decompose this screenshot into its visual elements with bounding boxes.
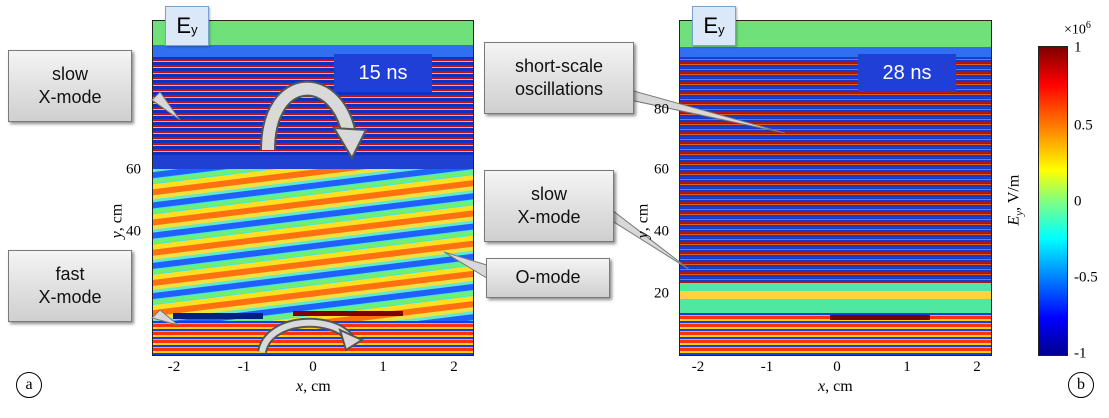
field-map-panel-b: [679, 20, 992, 356]
y-axis-label-b: y, cm: [634, 203, 652, 239]
colorbar-tick: -1: [1074, 345, 1087, 362]
y-tick-b: 80: [654, 101, 669, 118]
colorbar-tick: 0: [1074, 193, 1082, 210]
colorbar-tick: 0.5: [1074, 117, 1093, 134]
colorbar-tick: -0.5: [1074, 269, 1098, 286]
panel-label-a: a: [16, 372, 42, 398]
x-tick-b: 2: [973, 359, 981, 375]
colorbar-tick: 1: [1074, 39, 1082, 56]
colorbar-label: Ey, V/m: [1005, 174, 1026, 226]
x-tick-a: 1: [379, 359, 387, 375]
y-tick-a: 40: [126, 223, 141, 240]
field-map-a-svg: [153, 21, 473, 355]
callout-fast-xmode-a: fast X-mode: [8, 250, 132, 322]
y-axis-label-a: y, cm: [108, 203, 126, 239]
colorbar-scale: ×106: [1064, 20, 1091, 38]
x-tick-a: 2: [450, 359, 458, 375]
x-tick-b: -2: [691, 359, 705, 375]
callout-omode-a: O-mode: [486, 258, 610, 298]
x-axis-label-a: x, cm: [296, 378, 331, 395]
y-tick-a: 60: [126, 161, 141, 178]
callout-slow-xmode-a: slow X-mode: [8, 50, 132, 122]
omode-pointer-a: [443, 251, 491, 281]
field-map-b-svg: [680, 21, 991, 355]
y-tick-b: 40: [654, 223, 669, 240]
fast-xmode-pointer-a: [151, 309, 179, 326]
x-tick-a: -1: [237, 359, 251, 375]
x-tick-a: 0: [309, 359, 317, 375]
colorbar: [1038, 46, 1068, 356]
time-badge-b: 28 ns: [858, 54, 956, 92]
y-tick-b: 60: [654, 161, 669, 178]
panel-label-b: b: [1068, 372, 1094, 398]
x-tick-b: -1: [760, 359, 774, 375]
x-axis-label-b: x, cm: [818, 378, 853, 395]
x-tick-a: -2: [167, 359, 181, 375]
callout-slow-xmode-b: slow X-mode: [484, 170, 614, 242]
y-tick-b: 20: [654, 285, 669, 302]
x-tick-b: 0: [833, 359, 841, 375]
slow-xmode-pointer-a: [151, 91, 181, 121]
field-map-panel-a: [152, 20, 474, 356]
x-tick-b: 1: [903, 359, 911, 375]
callout-short-scale-b: short-scale oscillations: [484, 42, 634, 114]
time-badge-a: 15 ns: [334, 54, 432, 92]
